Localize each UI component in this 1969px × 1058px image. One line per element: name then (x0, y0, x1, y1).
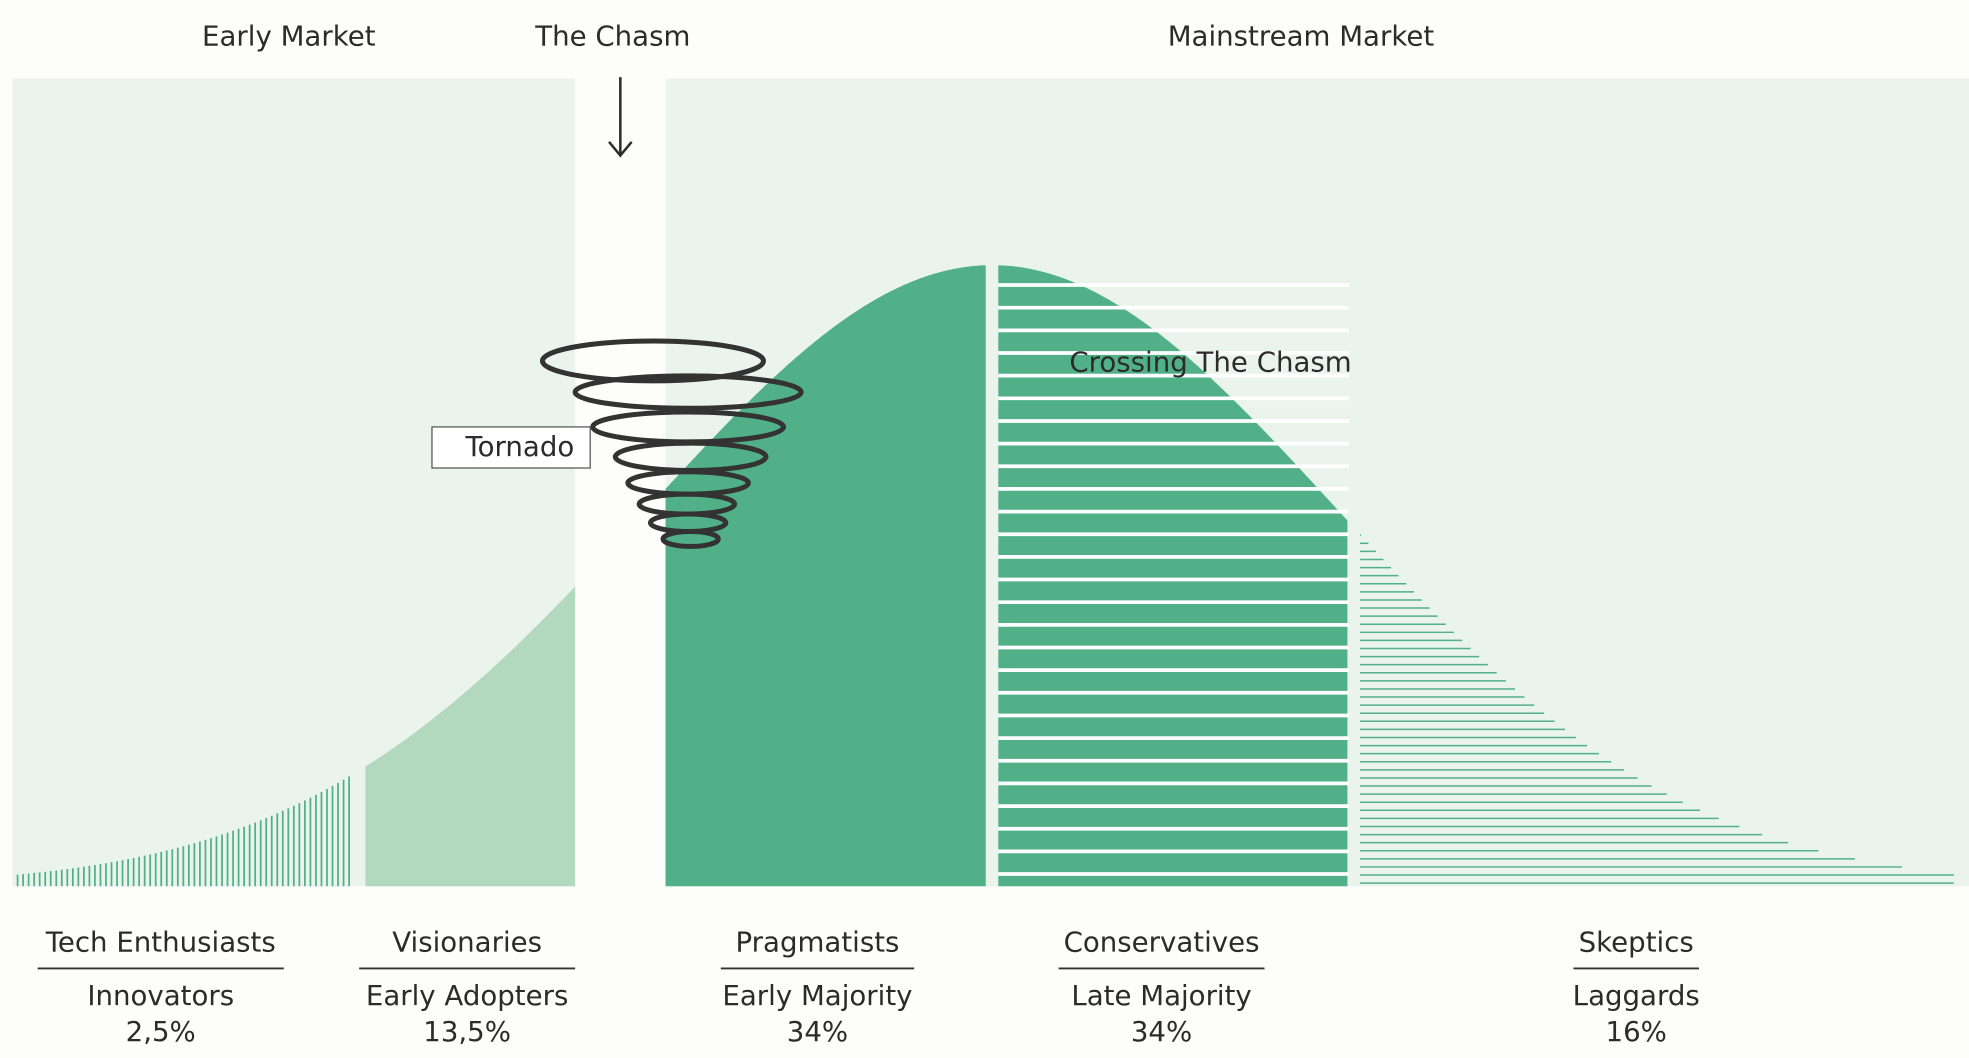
segment-share: 2,5% (126, 1016, 196, 1048)
annotation: Tornado (464, 431, 574, 463)
segment-share: 13,5% (423, 1016, 511, 1048)
header: Mainstream Market (1168, 20, 1435, 52)
segment-name: Early Majority (722, 980, 912, 1012)
segment-group: Pragmatists (736, 927, 900, 959)
segment-group: Tech Enthusiasts (45, 927, 276, 959)
segment-name: Innovators (87, 980, 234, 1012)
segment-name: Laggards (1573, 980, 1700, 1012)
page: {"headers": {"early_market": "Early Mark… (0, 0, 1969, 1058)
segment-share: 16% (1606, 1016, 1667, 1048)
segment-group: Skeptics (1579, 927, 1694, 959)
segment-share: 34% (787, 1016, 848, 1048)
segment-labels: Tech Enthusiasts Innovators 2,5% Visionarie… (38, 927, 1700, 1048)
diagram: Early Market The Chasm Mainstream Market… (0, 0, 1969, 1058)
annotation: Crossing The Chasm (1069, 347, 1351, 379)
segment-name: Late Majority (1071, 980, 1251, 1012)
arrow (609, 77, 632, 155)
header: The Chasm (534, 20, 690, 52)
segment-name: Early Adopters (366, 980, 568, 1012)
segment-group: Visionaries (392, 927, 542, 959)
header: Early Market (202, 20, 376, 52)
segment-group: Conservatives (1064, 927, 1260, 959)
segment-share: 34% (1131, 1016, 1192, 1048)
